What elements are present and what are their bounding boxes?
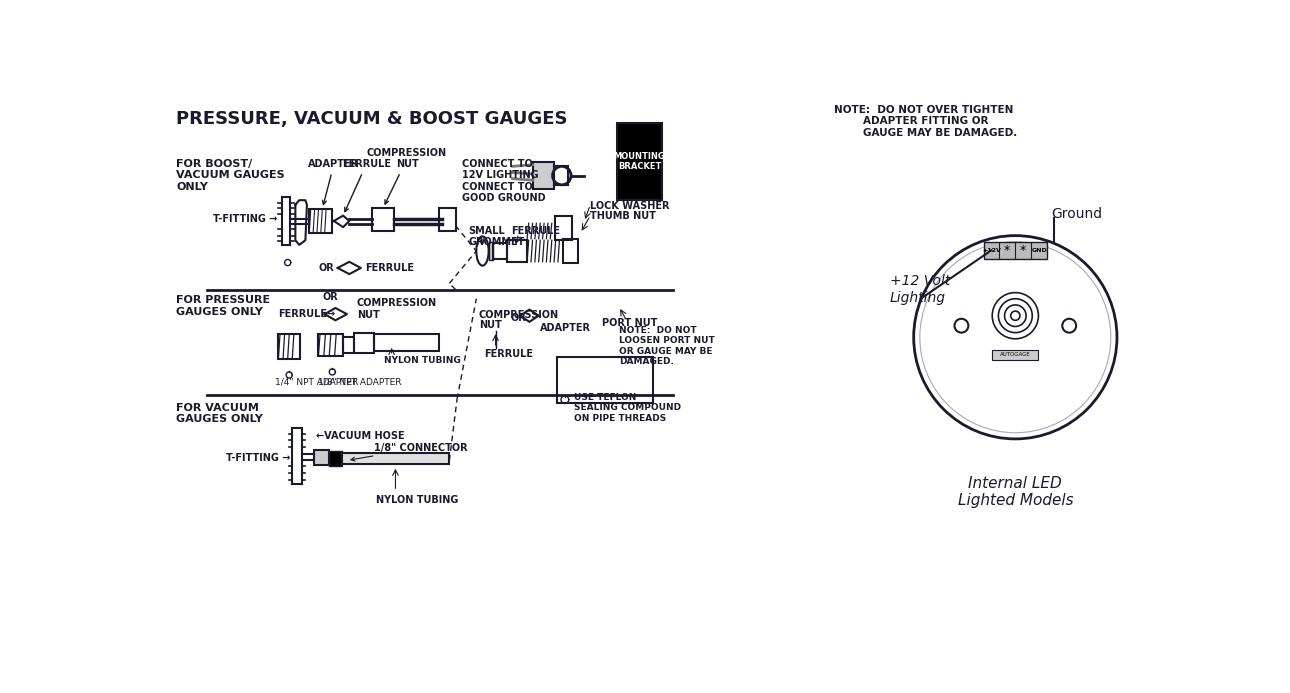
- Bar: [353, 333, 374, 353]
- Text: FERRULE: FERRULE: [342, 159, 391, 211]
- Bar: [374, 334, 440, 351]
- Bar: [373, 208, 393, 231]
- Text: *: *: [1004, 244, 1010, 256]
- Text: FERRULE: FERRULE: [511, 226, 560, 236]
- Text: PORT NUT: PORT NUT: [602, 318, 657, 328]
- Bar: [992, 349, 1038, 360]
- Text: COMPRESSION: COMPRESSION: [479, 310, 559, 320]
- Text: THUMB NUT: THUMB NUT: [591, 211, 657, 221]
- Bar: [533, 161, 555, 189]
- Text: FERRULE: FERRULE: [365, 263, 414, 273]
- Bar: [489, 242, 493, 261]
- Text: NOTE:  DO NOT
LOOSEN PORT NUT
OR GAUGE MAY BE
DAMAGED.: NOTE: DO NOT LOOSEN PORT NUT OR GAUGE MA…: [619, 326, 715, 366]
- Text: Internal LED
Lighted Models: Internal LED Lighted Models: [957, 476, 1073, 508]
- Bar: [555, 216, 571, 240]
- Text: Ground: Ground: [1051, 207, 1103, 221]
- Bar: [493, 243, 507, 259]
- Bar: [984, 242, 1047, 258]
- Text: COMPRESSION
NUT: COMPRESSION NUT: [357, 298, 437, 319]
- Text: CONNECT TO
12V LIGHTING: CONNECT TO 12V LIGHTING: [462, 159, 539, 180]
- Text: 1/8" CONNECTOR: 1/8" CONNECTOR: [351, 443, 467, 461]
- Text: CONNECT TO
GOOD GROUND: CONNECT TO GOOD GROUND: [462, 182, 546, 203]
- Bar: [329, 451, 342, 466]
- Bar: [313, 450, 329, 465]
- Text: NOTE:  DO NOT OVER TIGHTEN
        ADAPTER FITTING OR
        GAUGE MAY BE DAMAG: NOTE: DO NOT OVER TIGHTEN ADAPTER FITTIN…: [835, 105, 1018, 138]
- Bar: [279, 334, 301, 359]
- Text: COMPRESSION
NUT: COMPRESSION NUT: [366, 148, 448, 204]
- Text: FOR VACUUM
GAUGES ONLY: FOR VACUUM GAUGES ONLY: [175, 403, 263, 424]
- Bar: [555, 166, 568, 185]
- Text: +12 Volt
Lighting: +12 Volt Lighting: [890, 274, 951, 305]
- Bar: [562, 238, 578, 263]
- Text: OR: OR: [319, 263, 334, 273]
- Bar: [310, 209, 333, 234]
- Text: T-FITTING →: T-FITTING →: [226, 453, 290, 463]
- Text: ADAPTER: ADAPTER: [308, 159, 360, 204]
- Bar: [617, 123, 662, 200]
- Text: *: *: [1020, 244, 1026, 256]
- Text: 1/4" NPT ADAPTER: 1/4" NPT ADAPTER: [275, 377, 357, 386]
- Text: OR: OR: [322, 292, 338, 302]
- Text: NYLON TUBING: NYLON TUBING: [377, 495, 459, 505]
- Text: NYLON TUBING: NYLON TUBING: [384, 356, 461, 365]
- Text: USE TEFLON
SEALING COMPOUND
ON PIPE THREADS: USE TEFLON SEALING COMPOUND ON PIPE THRE…: [574, 393, 681, 423]
- Bar: [439, 208, 455, 231]
- Text: 1/8" NPT ADAPTER: 1/8" NPT ADAPTER: [319, 377, 402, 386]
- Bar: [507, 240, 528, 262]
- Text: FOR BOOST/
VACUUM GAUGES
ONLY: FOR BOOST/ VACUUM GAUGES ONLY: [175, 159, 285, 192]
- Circle shape: [913, 236, 1117, 439]
- Text: OR: OR: [511, 313, 526, 323]
- Text: GND: GND: [1031, 248, 1047, 253]
- Text: FOR PRESSURE
GAUGES ONLY: FOR PRESSURE GAUGES ONLY: [175, 295, 270, 317]
- Bar: [319, 334, 343, 356]
- Bar: [557, 356, 654, 403]
- Text: SMALL
GROMMET: SMALL GROMMET: [468, 226, 525, 247]
- Text: FERRULE→: FERRULE→: [279, 309, 335, 319]
- Text: LOCK WASHER: LOCK WASHER: [591, 201, 670, 211]
- Text: NUT: NUT: [479, 319, 502, 330]
- Text: AUTOGAGE: AUTOGAGE: [1000, 353, 1031, 358]
- Bar: [343, 337, 353, 353]
- Text: MOUNTING
BRACKET: MOUNTING BRACKET: [614, 152, 666, 171]
- Text: FERRULE: FERRULE: [484, 349, 533, 359]
- Bar: [342, 453, 449, 464]
- Text: ←VACUUM HOSE: ←VACUUM HOSE: [316, 431, 405, 441]
- Text: ADAPTER: ADAPTER: [539, 324, 591, 333]
- Text: T-FITTING →: T-FITTING →: [213, 213, 277, 224]
- Text: PRESSURE, VACUUM & BOOST GAUGES: PRESSURE, VACUUM & BOOST GAUGES: [175, 110, 568, 128]
- Text: +12V: +12V: [982, 248, 1001, 253]
